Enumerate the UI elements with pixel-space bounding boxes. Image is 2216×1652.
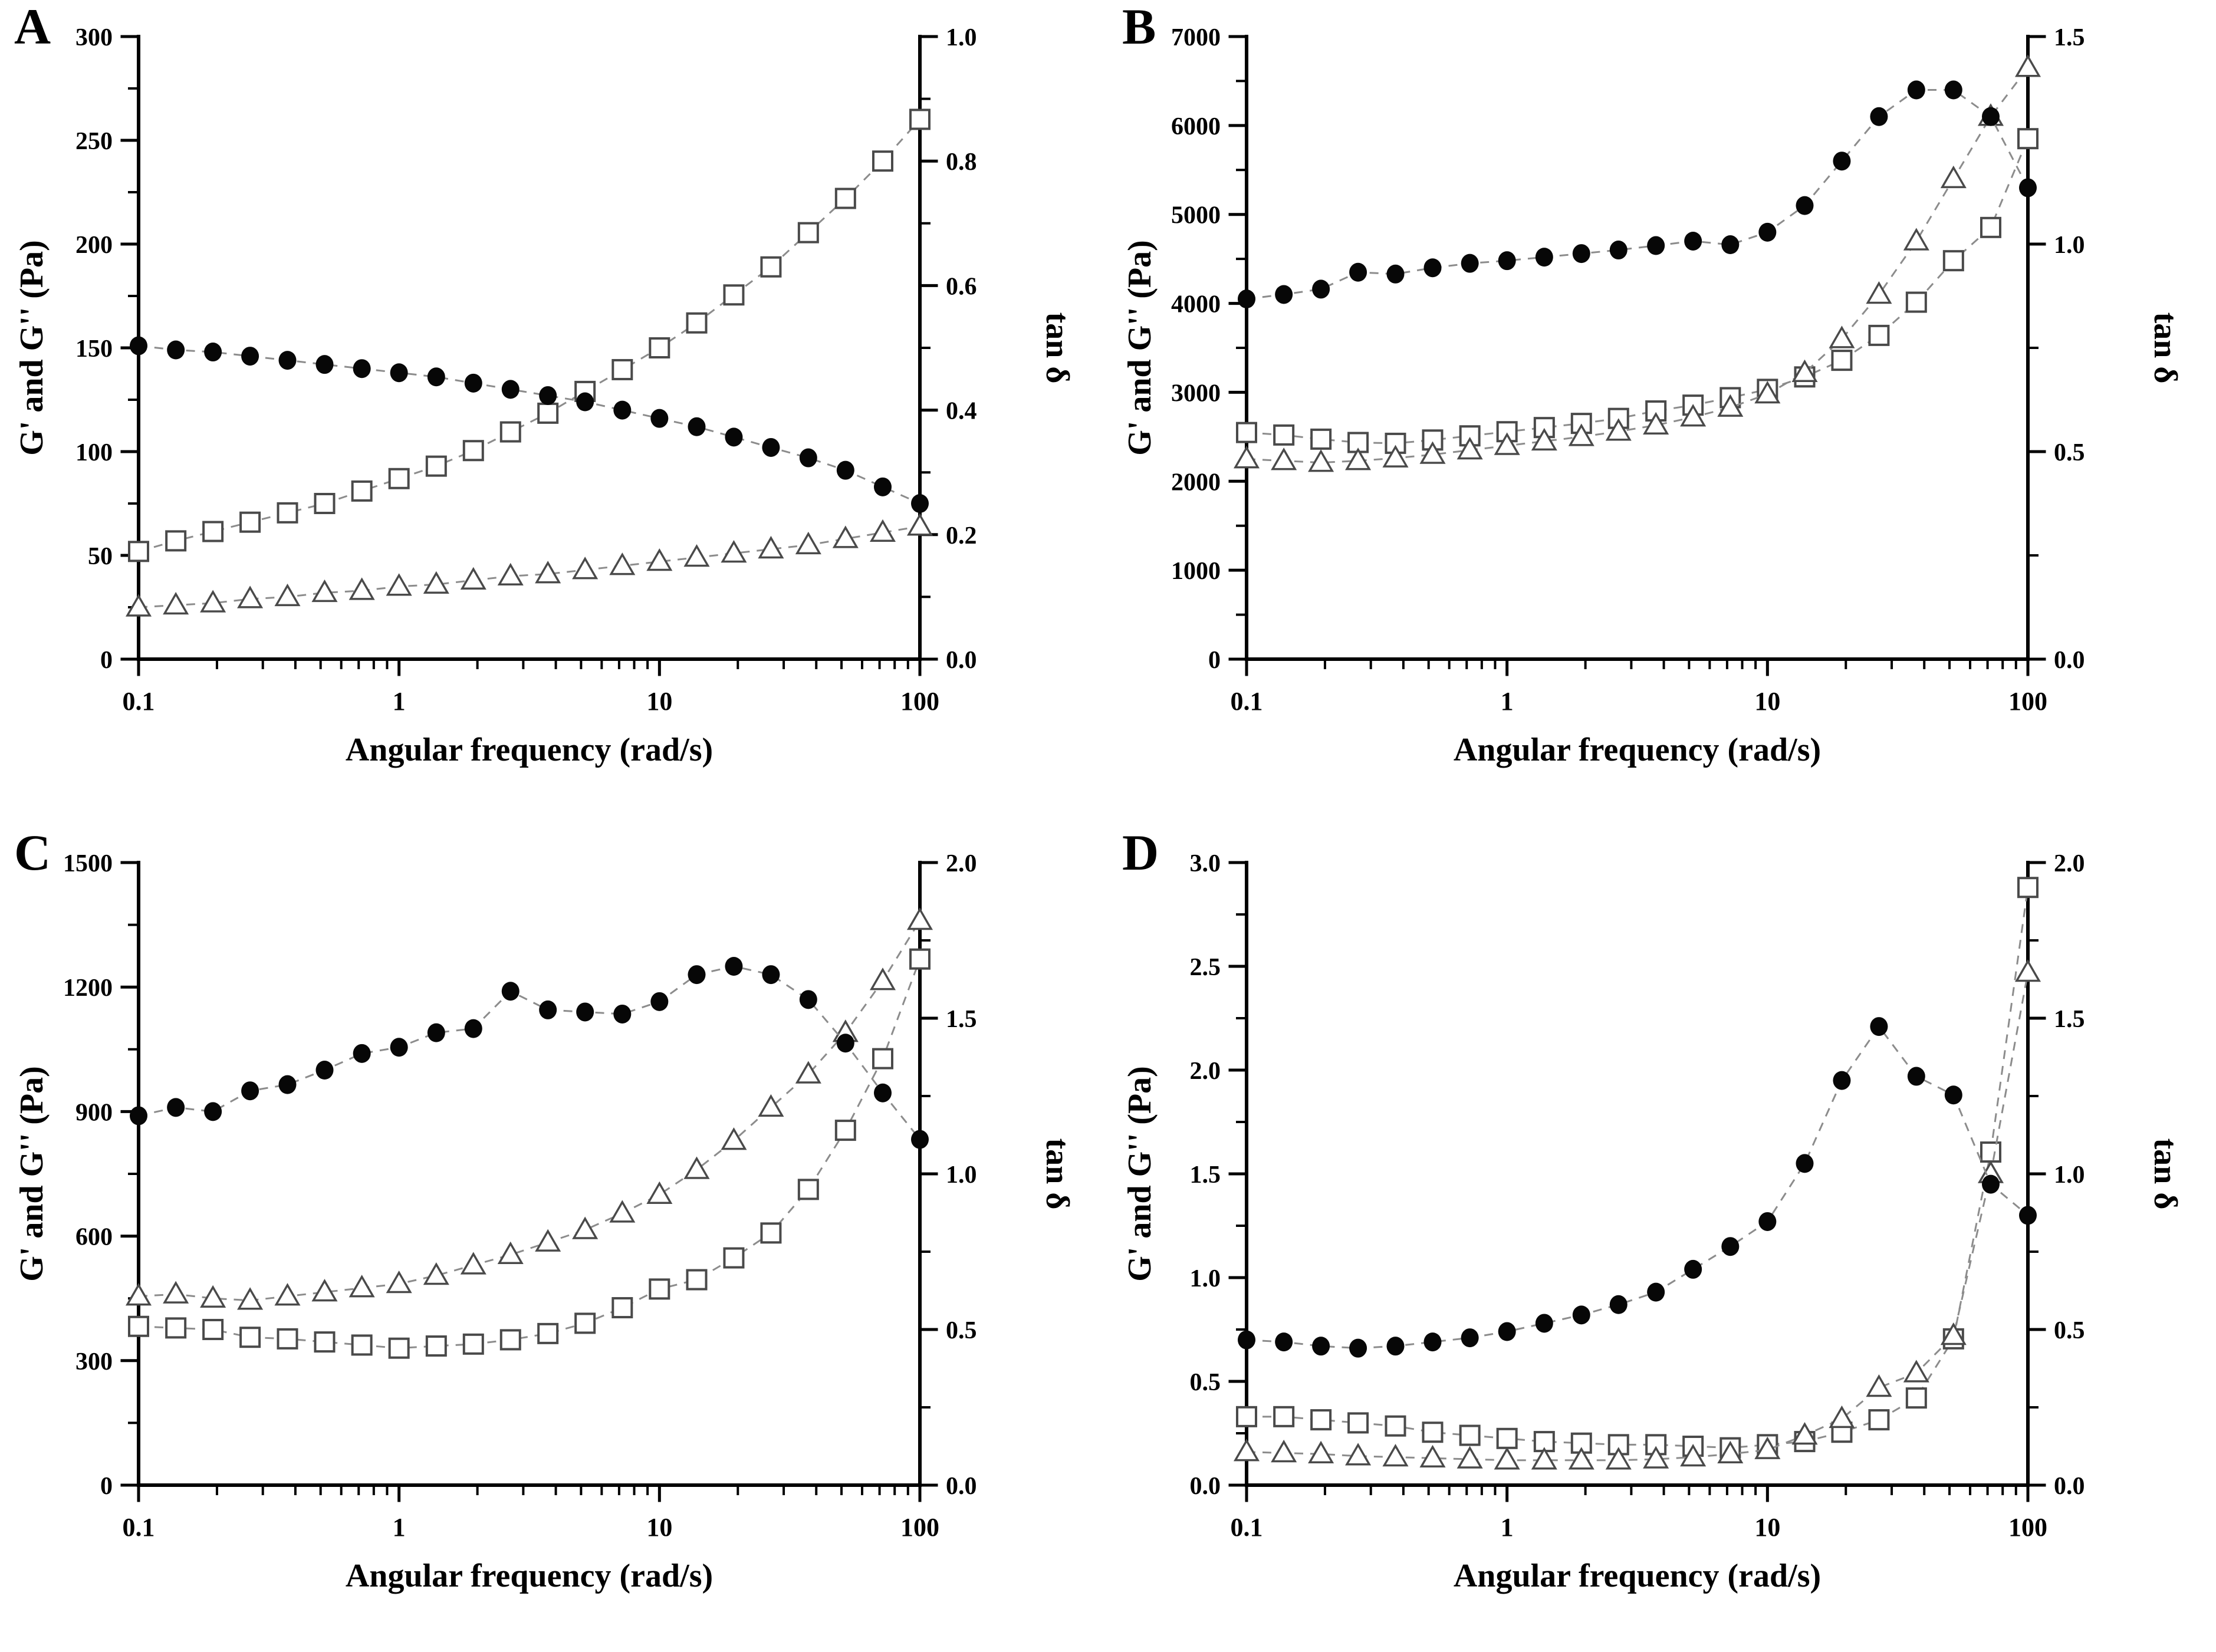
svg-text:100: 100 bbox=[2008, 1513, 2047, 1542]
panel-a-label: A bbox=[14, 0, 51, 55]
svg-text:tan δ: tan δ bbox=[2147, 1138, 2184, 1210]
svg-text:0.2: 0.2 bbox=[946, 522, 977, 549]
svg-text:10: 10 bbox=[1754, 1513, 1780, 1542]
svg-text:1: 1 bbox=[393, 1513, 406, 1542]
svg-text:6000: 6000 bbox=[1171, 113, 1221, 140]
svg-text:0.5: 0.5 bbox=[1190, 1369, 1221, 1396]
panel-a-chart: 0 50 100 150 200 250 300 0.0 0.2 0.4 0.6 0.8 1.0 0.1 1… bbox=[14, 24, 1076, 768]
svg-text:0.1: 0.1 bbox=[1231, 1513, 1263, 1542]
svg-text:1.0: 1.0 bbox=[946, 24, 977, 51]
svg-text:0.5: 0.5 bbox=[946, 1317, 977, 1344]
svg-text:1000: 1000 bbox=[1171, 558, 1221, 585]
svg-text:0.0: 0.0 bbox=[1190, 1473, 1221, 1500]
svg-text:1500: 1500 bbox=[63, 850, 113, 877]
panel-b-label: B bbox=[1122, 0, 1156, 55]
svg-text:Angular frequency (rad/s): Angular frequency (rad/s) bbox=[1454, 1558, 1821, 1594]
svg-text:10: 10 bbox=[646, 687, 672, 716]
panel-c-chart: 0 300 600 900 1200 1500 0.0 0.5 1.0 1.5 2.0 0.1 1 10 1… bbox=[14, 850, 1076, 1594]
svg-text:1.0: 1.0 bbox=[1190, 1265, 1221, 1292]
panel-d-chart: 0.0 0.5 1.0 1.5 2.0 2.5 3.0 0.0 0.5 1.0 1.5 2.0 0.1 1… bbox=[1122, 850, 2184, 1594]
svg-text:1.0: 1.0 bbox=[2054, 232, 2085, 259]
svg-text:5000: 5000 bbox=[1171, 202, 1221, 229]
svg-text:900: 900 bbox=[75, 1099, 113, 1126]
svg-text:1.0: 1.0 bbox=[2054, 1161, 2085, 1189]
svg-text:300: 300 bbox=[75, 24, 113, 51]
svg-text:100: 100 bbox=[75, 439, 113, 466]
svg-text:100: 100 bbox=[900, 1513, 939, 1542]
svg-text:2.0: 2.0 bbox=[2054, 850, 2085, 877]
svg-text:1.5: 1.5 bbox=[946, 1006, 977, 1033]
panel-d-label: D bbox=[1122, 824, 1159, 881]
svg-text:1: 1 bbox=[1501, 687, 1514, 716]
panel-b: B 0 1000 2000 3000 4000 5000 6000 7000 0.0 0.5 1.0… bbox=[1108, 0, 2216, 826]
panel-c-label: C bbox=[14, 824, 51, 881]
svg-text:tan δ: tan δ bbox=[2147, 312, 2184, 384]
svg-text:0: 0 bbox=[100, 647, 113, 674]
svg-text:0: 0 bbox=[1208, 647, 1221, 674]
svg-text:0.1: 0.1 bbox=[123, 687, 155, 716]
svg-text:0.5: 0.5 bbox=[2054, 439, 2085, 466]
svg-text:150: 150 bbox=[75, 335, 113, 363]
svg-text:0.5: 0.5 bbox=[2054, 1317, 2085, 1344]
svg-text:G' and G'' (Pa): G' and G'' (Pa) bbox=[14, 1066, 50, 1282]
svg-text:3.0: 3.0 bbox=[1190, 850, 1221, 877]
svg-text:Angular frequency (rad/s): Angular frequency (rad/s) bbox=[346, 1558, 713, 1594]
svg-text:2000: 2000 bbox=[1171, 469, 1221, 496]
svg-text:1200: 1200 bbox=[63, 975, 113, 1002]
svg-text:1.5: 1.5 bbox=[2054, 1006, 2085, 1033]
svg-text:tan δ: tan δ bbox=[1039, 312, 1076, 384]
svg-text:G' and G'' (Pa): G' and G'' (Pa) bbox=[1122, 240, 1158, 456]
svg-text:tan δ: tan δ bbox=[1039, 1138, 1076, 1210]
svg-text:3000: 3000 bbox=[1171, 380, 1221, 407]
svg-text:10: 10 bbox=[646, 1513, 672, 1542]
svg-text:0.1: 0.1 bbox=[1231, 687, 1263, 716]
svg-text:200: 200 bbox=[75, 232, 113, 259]
panel-b-chart: 0 1000 2000 3000 4000 5000 6000 7000 0.0 0.5 1.0 1.… bbox=[1122, 24, 2184, 768]
svg-text:0.4: 0.4 bbox=[946, 398, 977, 425]
panel-a: A 0 50 100 150 200 250 300 0.0 0.2 0.4 0.6 0.8 1.0 0.… bbox=[0, 0, 1108, 826]
svg-text:0.1: 0.1 bbox=[123, 1513, 155, 1542]
svg-text:0.0: 0.0 bbox=[2054, 647, 2085, 674]
svg-text:100: 100 bbox=[900, 687, 939, 716]
svg-text:0.0: 0.0 bbox=[946, 647, 977, 674]
svg-text:4000: 4000 bbox=[1171, 291, 1221, 318]
svg-text:1: 1 bbox=[393, 687, 406, 716]
svg-text:0.0: 0.0 bbox=[2054, 1473, 2085, 1500]
svg-text:300: 300 bbox=[75, 1348, 113, 1375]
svg-text:1.5: 1.5 bbox=[2054, 24, 2085, 51]
svg-text:7000: 7000 bbox=[1171, 24, 1221, 51]
svg-text:50: 50 bbox=[88, 543, 113, 570]
svg-text:1.5: 1.5 bbox=[1190, 1161, 1221, 1189]
svg-text:2.0: 2.0 bbox=[1190, 1058, 1221, 1085]
svg-text:2.5: 2.5 bbox=[1190, 954, 1221, 981]
svg-text:G' and G'' (Pa): G' and G'' (Pa) bbox=[14, 240, 50, 456]
svg-text:0: 0 bbox=[100, 1473, 113, 1500]
svg-text:0.6: 0.6 bbox=[946, 273, 977, 300]
panel-c: C 0 300 600 900 1200 1500 0.0 0.5 1.0 1.5 2.0 0.1 1 1… bbox=[0, 826, 1108, 1652]
svg-text:1: 1 bbox=[1501, 1513, 1514, 1542]
svg-text:Angular frequency (rad/s): Angular frequency (rad/s) bbox=[1454, 732, 1821, 768]
svg-text:Angular frequency (rad/s): Angular frequency (rad/s) bbox=[346, 732, 713, 768]
svg-text:600: 600 bbox=[75, 1224, 113, 1251]
panel-d: D 0.0 0.5 1.0 1.5 2.0 2.5 3.0 0.0 0.5 1.0 1.5 2.0 0.… bbox=[1108, 826, 2216, 1652]
svg-text:100: 100 bbox=[2008, 687, 2047, 716]
svg-text:1.0: 1.0 bbox=[946, 1161, 977, 1189]
svg-text:10: 10 bbox=[1754, 687, 1780, 716]
svg-text:G' and G'' (Pa): G' and G'' (Pa) bbox=[1122, 1066, 1158, 1282]
svg-text:2.0: 2.0 bbox=[946, 850, 977, 877]
svg-text:0.0: 0.0 bbox=[946, 1473, 977, 1500]
svg-text:0.8: 0.8 bbox=[946, 149, 977, 176]
svg-text:250: 250 bbox=[75, 128, 113, 155]
